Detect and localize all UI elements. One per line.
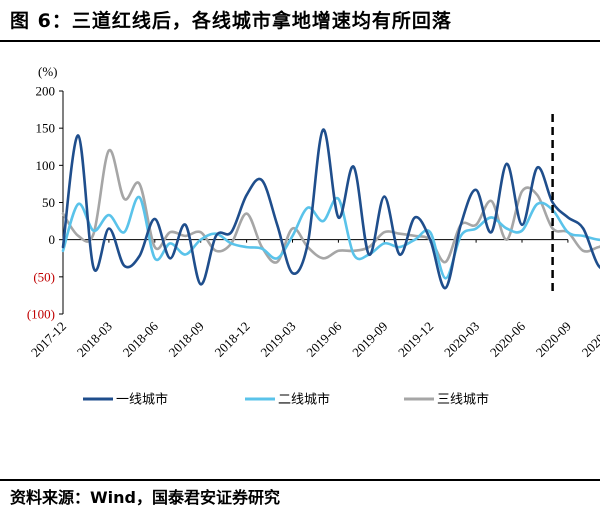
y-axis-unit: (%) [38,64,58,79]
figure-title: 图 6：三道红线后，各线城市拿地增速均有所回落 [10,10,452,32]
y-tick-label: 0 [49,232,56,247]
x-tick-label: 2017-12 [28,319,69,360]
y-tick-label: (50) [33,269,55,284]
x-tick-label: 2020-09 [533,319,574,360]
series-line-1 [61,128,600,290]
x-tick-label: 2018-09 [166,319,207,360]
x-tick-label: 2020-03 [441,319,482,360]
x-tick-label: 2018-06 [120,318,162,360]
y-tick-label: 200 [36,84,56,99]
x-tick-label: 2020-12 [579,319,600,360]
source-note: 资料来源：Wind，国泰君安证券研究 [10,488,280,507]
x-tick-label: 2018-12 [211,319,252,360]
title-rule [0,40,600,42]
y-tick-label: 50 [42,195,55,210]
legend-label: 一线城市 [116,392,168,408]
x-tick-label: 2019-09 [349,319,390,360]
y-tick-label: 100 [36,158,56,173]
y-tick-label: (100) [27,307,55,322]
x-tick-label: 2020-06 [487,318,529,360]
source-rule [0,479,600,481]
y-tick-label: 150 [36,121,56,136]
series-line-3 [61,149,600,264]
legend-label: 三线城市 [437,392,489,408]
x-tick-label: 2019-12 [395,319,436,360]
x-tick-label: 2019-03 [257,319,298,360]
series-line-2 [61,195,600,280]
x-tick-label: 2019-06 [303,318,345,360]
x-tick-label: 2018-03 [74,319,115,360]
legend-label: 二线城市 [278,392,330,408]
